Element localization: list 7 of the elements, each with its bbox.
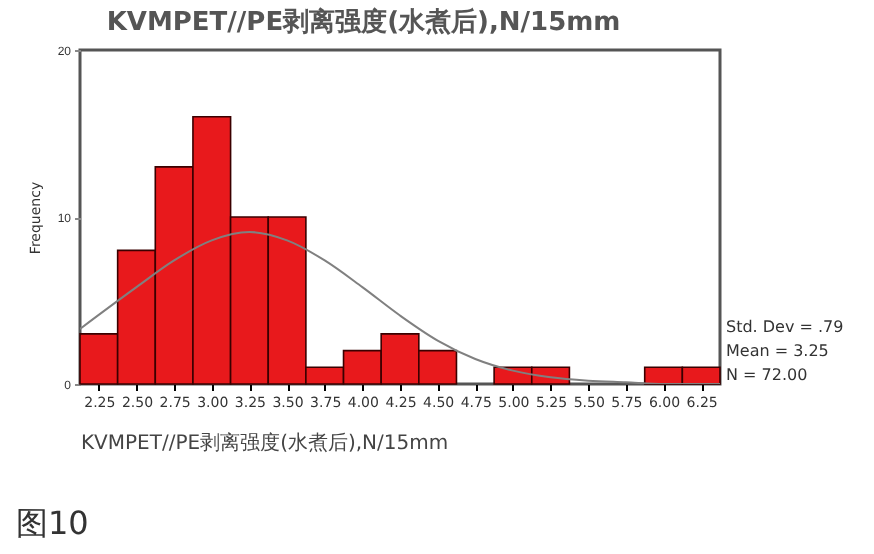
caption: 图10 <box>16 504 89 546</box>
text: Std. Dev = .79 <box>726 318 844 336</box>
line-series <box>80 231 720 384</box>
text: Mean = 3.25 <box>726 342 829 360</box>
chart-title: KVMPET//PE剥离强度(水煮后),N/15mm <box>106 6 621 38</box>
x-axis-title: KVMPET//PE剥离强度(水煮后),N/15mm <box>81 431 449 455</box>
text: N = 72.00 <box>726 366 808 384</box>
